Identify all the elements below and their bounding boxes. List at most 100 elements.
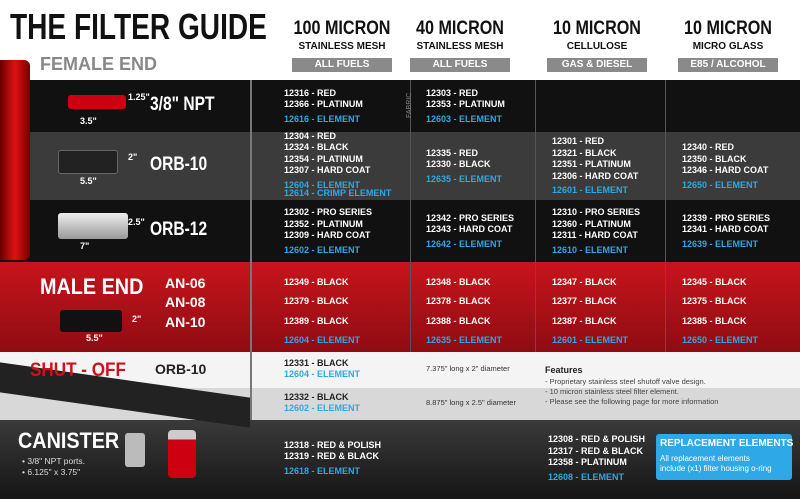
part-number: 12378 - BLACK bbox=[426, 296, 491, 306]
dimension: 3.5" bbox=[80, 116, 97, 126]
divider bbox=[535, 80, 536, 352]
part-number: 12303 - RED bbox=[426, 87, 479, 98]
part-number: 12387 - BLACK bbox=[552, 316, 617, 326]
column-micron: 40 MICRON bbox=[416, 18, 504, 39]
part-number: 12339 - PRO SERIES bbox=[682, 212, 771, 223]
title: THE FILTER GUIDE bbox=[10, 6, 267, 47]
canister-image bbox=[168, 430, 196, 478]
element-number: 12604 - ELEMENT bbox=[284, 369, 361, 379]
part-number: 12342 - PRO SERIES bbox=[426, 212, 515, 223]
size-label: ORB-10 bbox=[150, 154, 208, 175]
replacement-text: All replacement elements bbox=[660, 454, 750, 463]
part-number: 12308 - RED & POLISH bbox=[548, 434, 646, 444]
dimension: 5.5" bbox=[80, 176, 97, 186]
dimension-text: 8.875" long x 2.5" diameter bbox=[426, 398, 516, 407]
part-number: 12304 - RED bbox=[284, 130, 337, 141]
part-number: 12385 - BLACK bbox=[682, 316, 747, 326]
section-title: MALE END bbox=[40, 274, 144, 299]
filter-image bbox=[58, 150, 118, 174]
filter-image bbox=[58, 213, 128, 239]
part-number: 12360 - PLATINUM bbox=[552, 218, 631, 229]
note: • 6.125" x 3.75" bbox=[22, 467, 81, 477]
element-number: 12618 - ELEMENT bbox=[284, 465, 361, 476]
dimension: 2.5" bbox=[128, 217, 145, 227]
feature-item: - 10 micron stainless steel filter eleme… bbox=[545, 387, 679, 396]
dimension-text: 7.375" long x 2" diameter bbox=[426, 364, 510, 373]
subtitle: FEMALE END bbox=[40, 54, 157, 74]
part-number: 12347 - BLACK bbox=[552, 277, 617, 287]
part-number: 12307 - HARD COAT bbox=[284, 165, 371, 175]
column-fuel: E85 / ALCOHOL bbox=[678, 58, 778, 72]
part-number: 12331 - BLACK bbox=[284, 358, 349, 368]
column-media: CELLULOSE bbox=[566, 41, 628, 52]
feature-item: - Proprietary stainless steel shutoff va… bbox=[545, 377, 706, 386]
filter-image bbox=[68, 95, 126, 109]
part-number: 12318 - RED & POLISH bbox=[284, 439, 382, 450]
dimension: 5.5" bbox=[86, 333, 103, 343]
element-number: 12650 - ELEMENT bbox=[682, 335, 759, 345]
filter-image bbox=[0, 60, 30, 260]
part-number: 12306 - HARD COAT bbox=[552, 170, 639, 181]
part-number: 12377 - BLACK bbox=[552, 296, 617, 306]
row-bg bbox=[0, 262, 800, 352]
element-number: 12635 - ELEMENT bbox=[426, 173, 503, 184]
part-number: 12346 - HARD COAT bbox=[682, 165, 769, 175]
part-number: 12317 - RED & BLACK bbox=[548, 445, 644, 456]
column-micron: 10 MICRON bbox=[684, 18, 772, 39]
dimension: 1.25" bbox=[128, 92, 150, 102]
part-number: 12321 - BLACK bbox=[552, 147, 617, 158]
element-number: 12608 - ELEMENT bbox=[548, 471, 625, 482]
part-number: 12352 - PLATINUM bbox=[284, 218, 363, 229]
part-number: 12351 - PLATINUM bbox=[552, 159, 631, 170]
part-number: 12310 - PRO SERIES bbox=[552, 207, 641, 217]
size-label: AN-08 bbox=[165, 294, 206, 310]
element-number: 12604 - ELEMENT bbox=[284, 179, 361, 190]
element-number: 12610 - ELEMENT bbox=[552, 244, 629, 255]
part-number: 12311 - HARD COAT bbox=[552, 230, 638, 240]
part-number: 12366 - PLATINUM bbox=[284, 99, 363, 110]
column-micron: 100 MICRON bbox=[293, 18, 391, 39]
part-number: 12379 - BLACK bbox=[284, 296, 349, 306]
element-number: 12616 - ELEMENT bbox=[284, 113, 361, 124]
element-number: 12601 - ELEMENT bbox=[552, 185, 629, 196]
element-number: 12650 - ELEMENT bbox=[682, 179, 759, 190]
part-number: 12309 - HARD COAT bbox=[284, 230, 371, 240]
part-number: 12389 - BLACK bbox=[284, 316, 349, 326]
features-title: Features bbox=[545, 365, 583, 375]
part-number: 12349 - BLACK bbox=[284, 277, 349, 287]
part-number: 12324 - BLACK bbox=[284, 142, 349, 152]
note: • 3/8" NPT ports. bbox=[22, 456, 85, 466]
replacement-box bbox=[656, 434, 792, 480]
row-bg bbox=[0, 132, 800, 200]
element-number: 12601 - ELEMENT bbox=[552, 335, 629, 345]
filter-image bbox=[60, 310, 122, 332]
column-media: STAINLESS MESH bbox=[298, 41, 386, 52]
part-number: 12354 - PLATINUM bbox=[284, 153, 363, 164]
feature-item: - Please see the following page for more… bbox=[545, 397, 719, 406]
size-label: ORB-12 bbox=[150, 219, 208, 240]
row-bg bbox=[0, 80, 800, 132]
part-number: 12345 - BLACK bbox=[682, 277, 747, 287]
element-number: 12639 - ELEMENT bbox=[682, 238, 759, 249]
element-number: 12635 - ELEMENT bbox=[426, 335, 503, 345]
column-media: MICRO GLASS bbox=[692, 41, 764, 52]
part-number: 12330 - BLACK bbox=[426, 159, 491, 170]
canister-image bbox=[125, 433, 145, 467]
size-label: 3/8" NPT bbox=[150, 94, 215, 115]
part-number: 12340 - RED bbox=[682, 142, 735, 152]
row-bg bbox=[0, 200, 800, 262]
column-fuel: ALL FUELS bbox=[410, 58, 510, 72]
divider bbox=[665, 80, 666, 352]
part-number: 12341 - HARD COAT bbox=[682, 224, 769, 235]
section-title: CANISTER bbox=[18, 428, 120, 453]
replacement-title: REPLACEMENT ELEMENTS bbox=[660, 438, 794, 449]
part-number: 12332 - BLACK bbox=[284, 392, 349, 402]
column-media: STAINLESS MESH bbox=[416, 41, 504, 52]
divider bbox=[250, 80, 252, 420]
dimension: 2" bbox=[128, 152, 138, 162]
part-number: 12388 - BLACK bbox=[426, 316, 491, 326]
size-label: AN-10 bbox=[165, 314, 206, 330]
column-micron: 10 MICRON bbox=[553, 18, 641, 39]
element-number: 12604 - ELEMENT bbox=[284, 335, 361, 345]
